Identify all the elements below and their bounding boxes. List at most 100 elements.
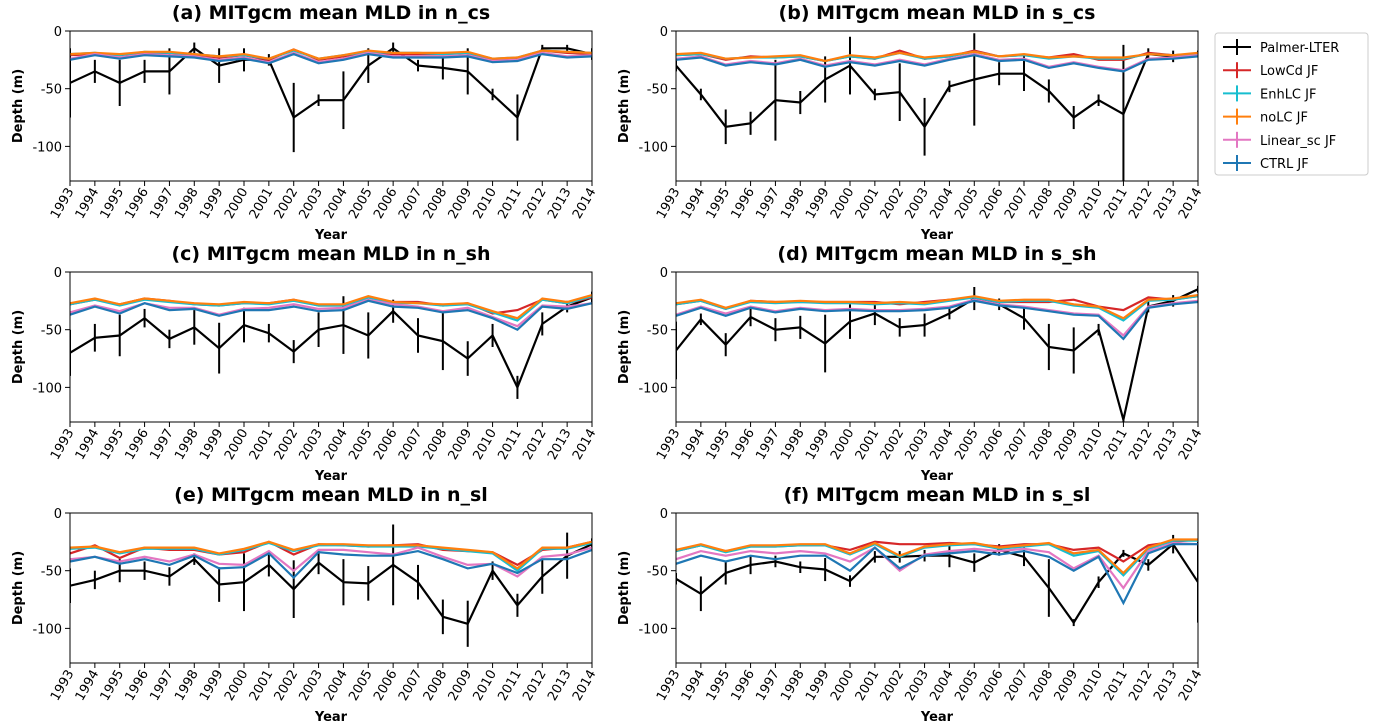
axes-frame [675, 512, 1199, 664]
x-tick-label: 2001 [853, 186, 883, 222]
x-tick-label: 2003 [902, 427, 932, 463]
axes-frame [69, 271, 593, 423]
x-tick-label: 1994 [679, 186, 709, 222]
series-line [676, 288, 1198, 420]
x-tick-label: 1997 [753, 668, 783, 704]
x-tick-label: 1993 [48, 427, 78, 463]
x-tick-label: 2001 [853, 668, 883, 704]
x-tick-label: 2008 [1027, 186, 1057, 222]
x-tick-label: 2013 [545, 668, 575, 704]
x-tick-label: 2011 [495, 186, 525, 222]
panel-title: (e) MITgcm mean MLD in n_sl [174, 484, 488, 506]
x-tick-label: 2013 [545, 427, 575, 463]
x-tick-label: 2000 [828, 668, 858, 704]
x-tick-label: 2000 [828, 186, 858, 222]
x-tick-label: 2004 [927, 427, 957, 463]
x-tick-label: 2004 [321, 427, 351, 463]
panel: (f) MITgcm mean MLD in s_sl-100-50019931… [617, 484, 1205, 725]
x-tick-label: 2011 [495, 668, 525, 704]
x-tick-label: 1999 [803, 186, 833, 222]
series-line [676, 54, 1198, 73]
legend: Palmer-LTER LowCd JF EnhLC JF noLC JF Linear… [1214, 32, 1369, 176]
x-tick-label: 2014 [570, 186, 600, 222]
y-axis-label: Depth (m) [617, 551, 632, 625]
x-tick-label: 1996 [122, 427, 152, 463]
x-tick-label: 1997 [147, 668, 177, 704]
x-tick-label: 2008 [421, 668, 451, 704]
y-axis-label: Depth (m) [11, 551, 26, 625]
y-tick-label: 0 [54, 25, 62, 40]
series-line [70, 546, 592, 578]
x-tick-label: 2008 [1027, 668, 1057, 704]
x-axis-label: Year [314, 469, 348, 484]
y-axis-label: Depth (m) [11, 310, 26, 384]
x-tick-label: 2006 [371, 668, 401, 704]
x-tick-label: 2001 [247, 668, 277, 704]
x-tick-label: 2003 [296, 668, 326, 704]
x-tick-label: 2003 [902, 668, 932, 704]
panel: (c) MITgcm mean MLD in n_sh-100-50019931… [11, 243, 599, 484]
x-tick-label: 2002 [878, 186, 908, 222]
x-tick-label: 2002 [878, 668, 908, 704]
x-tick-label: 1993 [48, 186, 78, 222]
x-tick-label: 2006 [371, 427, 401, 463]
axes-frame [675, 271, 1199, 423]
x-tick-label: 1998 [778, 186, 808, 222]
x-tick-label: 2010 [1076, 186, 1106, 222]
x-tick-label: 1996 [728, 427, 758, 463]
x-tick-label: 2005 [346, 427, 376, 463]
x-tick-label: 2007 [396, 427, 426, 463]
series-line [70, 46, 592, 120]
plot-area [70, 42, 592, 153]
x-tick-label: 2011 [1101, 186, 1131, 222]
y-tick-label: 0 [54, 266, 62, 281]
x-tick-label: 1995 [98, 427, 128, 463]
x-tick-label: 2004 [927, 668, 957, 704]
series-line [676, 541, 1198, 590]
x-tick-label: 2005 [346, 668, 376, 704]
x-tick-label: 2007 [1002, 186, 1032, 222]
x-tick-label: 2002 [272, 186, 302, 222]
x-tick-label: 2003 [296, 427, 326, 463]
x-axis-label: Year [314, 228, 348, 243]
x-tick-label: 2003 [296, 186, 326, 222]
y-tick-label: 0 [660, 266, 668, 281]
series-line [676, 52, 1198, 129]
x-tick-label: 2011 [1101, 427, 1131, 463]
x-tick-label: 2009 [446, 186, 476, 222]
x-tick-label: 1998 [172, 668, 202, 704]
x-tick-label: 1999 [197, 668, 227, 704]
x-tick-label: 2014 [570, 668, 600, 704]
y-tick-label: -50 [41, 83, 62, 98]
legend-label: EnhLC JF [1260, 87, 1316, 102]
y-tick-label: -50 [647, 324, 668, 339]
x-tick-label: 1996 [728, 186, 758, 222]
plot-area [70, 524, 592, 647]
panel: (b) MITgcm mean MLD in s_cs-100-50019931… [617, 2, 1205, 243]
panel: (d) MITgcm mean MLD in s_sh-100-50019931… [617, 243, 1205, 484]
x-tick-label: 2010 [470, 668, 500, 704]
x-tick-label: 1994 [73, 186, 103, 222]
x-axis-label: Year [920, 710, 954, 723]
series-line [70, 295, 592, 322]
x-tick-label: 2005 [952, 427, 982, 463]
x-tick-label: 2012 [520, 427, 550, 463]
x-tick-label: 1998 [172, 186, 202, 222]
x-tick-label: 2009 [1052, 427, 1082, 463]
x-tick-label: 2014 [570, 427, 600, 463]
x-tick-label: 2000 [828, 427, 858, 463]
series-line [70, 298, 592, 328]
x-tick-label: 1995 [704, 186, 734, 222]
x-tick-label: 1994 [679, 668, 709, 704]
x-tick-label: 1997 [753, 186, 783, 222]
x-tick-label: 2006 [371, 186, 401, 222]
panel-title: (d) MITgcm mean MLD in s_sh [777, 243, 1096, 265]
x-tick-label: 1994 [679, 427, 709, 463]
series-line [70, 296, 592, 391]
panel-title: (a) MITgcm mean MLD in n_cs [172, 2, 490, 24]
x-tick-label: 2009 [1052, 668, 1082, 704]
y-axis-label: Depth (m) [617, 69, 632, 143]
x-tick-label: 1998 [172, 427, 202, 463]
y-axis-label: Depth (m) [11, 69, 26, 143]
series-line [70, 540, 592, 570]
